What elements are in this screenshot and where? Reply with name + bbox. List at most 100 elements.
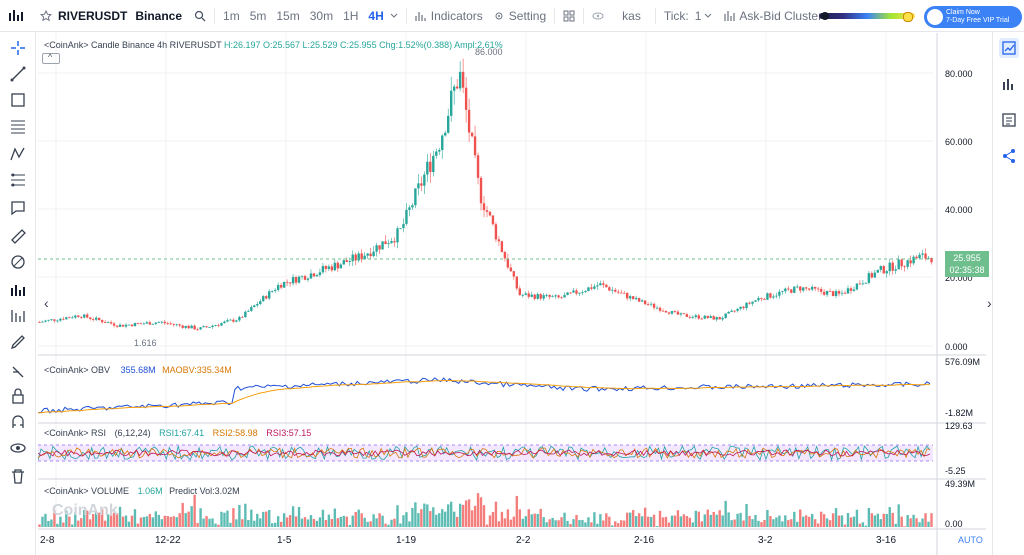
- vip-trial-button[interactable]: Claim Now 7-Day Free VIP Trial: [924, 6, 1022, 28]
- candle-chart-svg[interactable]: [38, 33, 986, 555]
- visibility-eye-icon[interactable]: [8, 438, 28, 458]
- setting-button[interactable]: Setting: [493, 0, 546, 32]
- volume-bar: [351, 515, 354, 527]
- volume-bar: [169, 516, 172, 527]
- candle-body: [560, 297, 563, 299]
- timeframe-4H[interactable]: 4H: [368, 8, 384, 23]
- chart-logo-icon[interactable]: [0, 0, 34, 32]
- trend-line-icon[interactable]: [8, 64, 28, 84]
- comment-icon[interactable]: [8, 198, 28, 218]
- candle-body: [736, 308, 739, 311]
- source-selector[interactable]: kas: [592, 0, 641, 32]
- candle-body: [455, 86, 459, 89]
- candle-body: [247, 310, 250, 312]
- obv-line: [38, 377, 931, 414]
- trash-icon[interactable]: [8, 466, 28, 486]
- volume-bar: [837, 515, 841, 527]
- volume-bar: [187, 511, 190, 527]
- collapse-legend-button[interactable]: [42, 52, 60, 64]
- layout-grid-icon[interactable]: [563, 0, 575, 32]
- timeframe-chevron-icon[interactable]: [390, 0, 398, 32]
- candle-body: [754, 300, 757, 302]
- volume-bar: [491, 511, 495, 527]
- lock-icon[interactable]: [8, 386, 28, 406]
- volume-bar: [658, 510, 662, 527]
- volume-bar: [810, 513, 814, 527]
- candle-body: [438, 149, 441, 152]
- timeframe-1H[interactable]: 1H: [343, 8, 359, 23]
- volume-bar: [381, 515, 384, 527]
- chart-view-icon[interactable]: [999, 38, 1019, 58]
- chart-area[interactable]: <CoinAnk> Candle Binance 4h RIVERUSDT H:…: [38, 33, 989, 555]
- timeframe-30m[interactable]: 30m: [309, 8, 334, 23]
- candle-body: [74, 315, 77, 318]
- candle-body: [637, 298, 641, 302]
- candle-body: [53, 319, 56, 321]
- candle-body: [861, 283, 865, 285]
- volume-bar: [109, 515, 113, 527]
- candle-body: [730, 310, 733, 312]
- volume-bar: [414, 502, 417, 527]
- gear-icon: [495, 12, 503, 19]
- favorite-star-icon[interactable]: [40, 0, 52, 32]
- volume-bar: [518, 509, 521, 527]
- scroll-right-chevron-icon[interactable]: ›: [987, 295, 992, 311]
- magnet-snap-icon[interactable]: [8, 412, 28, 432]
- brush-icon[interactable]: [8, 332, 28, 352]
- volume-bar: [268, 509, 271, 527]
- list-icon[interactable]: [999, 110, 1019, 130]
- scroll-left-chevron-icon[interactable]: ‹: [44, 295, 49, 311]
- timeframe-5m[interactable]: 5m: [249, 8, 267, 23]
- depth-bars-icon[interactable]: [999, 74, 1019, 94]
- horizontal-lines-icon[interactable]: [8, 116, 28, 136]
- volume-bar: [852, 516, 856, 527]
- auto-scale-button[interactable]: AUTO: [958, 535, 983, 545]
- volume-bar: [226, 510, 229, 527]
- candle-body: [250, 307, 253, 311]
- candle-body: [294, 277, 298, 283]
- candle-body: [640, 300, 644, 302]
- timeframe-15m[interactable]: 15m: [276, 8, 300, 23]
- rectangle-icon[interactable]: [8, 90, 28, 110]
- heatmap-gradient-slider[interactable]: [819, 12, 915, 22]
- volume-bar: [593, 512, 596, 527]
- candle-body: [444, 132, 447, 136]
- candle-body: [751, 301, 754, 304]
- pattern-icon[interactable]: [8, 144, 28, 164]
- candle-body: [894, 269, 897, 271]
- lock-drawings-icon[interactable]: [8, 360, 28, 380]
- indicators-button[interactable]: Indicators: [415, 0, 483, 32]
- volume-bar: [238, 504, 241, 527]
- timeframe-1m[interactable]: 1m: [223, 8, 240, 23]
- tick-selector[interactable]: Tick: 1: [664, 0, 713, 32]
- candle-body: [596, 285, 599, 287]
- candle-body: [268, 291, 271, 299]
- measure-icon[interactable]: [8, 306, 28, 326]
- bar-chart-icon[interactable]: [8, 280, 28, 300]
- candle-body: [900, 259, 903, 267]
- share-icon[interactable]: [999, 146, 1019, 166]
- volume-bar: [47, 520, 50, 527]
- search-icon[interactable]: [194, 0, 206, 32]
- volume-bar: [139, 517, 143, 527]
- volume-bar: [223, 512, 226, 527]
- symbol-name[interactable]: RIVERUSDT: [58, 8, 128, 23]
- magnet-icon[interactable]: [8, 252, 28, 272]
- candle-body: [691, 316, 695, 318]
- volume-bar: [578, 520, 581, 527]
- crosshair-icon[interactable]: [8, 38, 28, 58]
- candle-body: [760, 298, 763, 299]
- fib-levels-icon[interactable]: [8, 170, 28, 190]
- candle-body: [366, 253, 369, 256]
- ruler-icon[interactable]: [8, 226, 28, 246]
- candle-body: [521, 294, 524, 296]
- candle-body: [494, 224, 498, 240]
- volume-bar: [157, 514, 161, 527]
- candle-body: [551, 296, 554, 298]
- cluster-button[interactable]: Ask-Bid Cluster: [724, 0, 833, 32]
- volume-bar: [512, 516, 516, 527]
- volume-bar: [291, 506, 295, 527]
- volume-bar: [175, 517, 178, 527]
- volume-bar: [402, 515, 405, 527]
- volume-bar: [271, 523, 274, 527]
